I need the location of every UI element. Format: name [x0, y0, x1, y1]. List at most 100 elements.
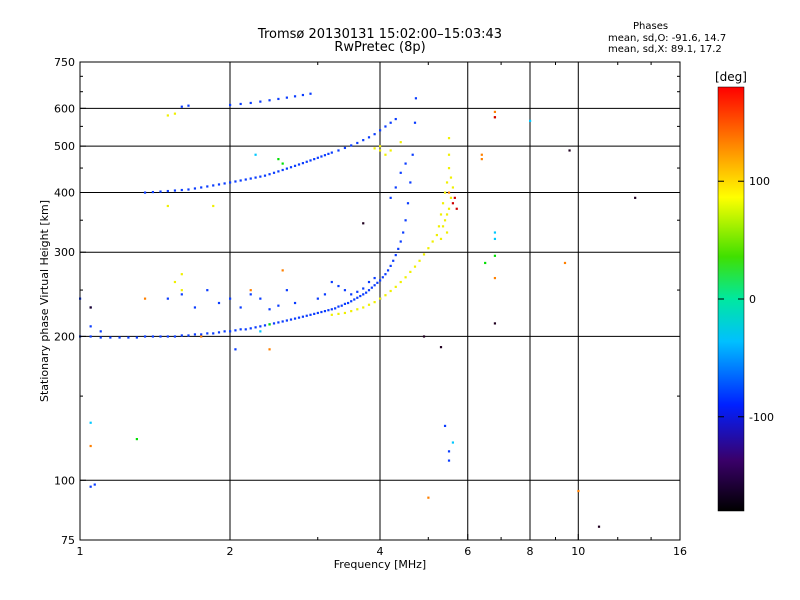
data-point	[316, 311, 319, 315]
data-point	[143, 335, 147, 338]
data-point	[99, 330, 102, 333]
data-point	[277, 170, 280, 173]
data-point	[166, 114, 169, 117]
data-point	[353, 298, 356, 301]
data-point	[99, 336, 102, 339]
data-point	[249, 101, 252, 105]
data-point	[313, 312, 316, 315]
data-point	[293, 301, 297, 305]
data-point	[166, 189, 169, 193]
data-point	[143, 191, 147, 194]
data-point	[447, 207, 451, 210]
data-point	[330, 151, 333, 154]
data-point	[234, 348, 237, 351]
data-point	[362, 139, 365, 142]
data-point	[367, 289, 371, 292]
data-point	[399, 280, 402, 284]
data-point	[340, 304, 343, 307]
data-point	[268, 173, 271, 176]
data-point	[451, 441, 455, 444]
y-tick-label: 750	[54, 56, 75, 69]
data-point	[229, 181, 232, 184]
x-tick-label: 10	[571, 545, 585, 558]
data-point	[356, 141, 359, 145]
data-point	[239, 306, 242, 309]
y-tick-label: 75	[61, 534, 75, 547]
data-point	[277, 158, 280, 161]
data-point	[455, 207, 458, 210]
data-point	[379, 149, 382, 152]
data-point	[89, 421, 92, 424]
data-point	[365, 291, 368, 294]
data-point	[404, 219, 407, 222]
data-point	[173, 189, 177, 192]
data-point	[309, 313, 312, 316]
data-point	[447, 450, 451, 453]
data-point	[263, 324, 267, 327]
data-point	[413, 121, 417, 124]
data-point	[212, 184, 215, 187]
data-point	[597, 525, 601, 528]
data-point	[397, 247, 400, 250]
data-point	[173, 335, 177, 338]
data-point	[217, 183, 221, 186]
data-point	[212, 332, 215, 335]
data-point	[200, 186, 203, 189]
data-point	[151, 190, 155, 194]
data-point	[89, 306, 92, 309]
data-point	[180, 293, 183, 296]
x-tick-label: 2	[227, 545, 234, 558]
data-point	[268, 308, 271, 311]
data-point	[289, 318, 293, 321]
data-point	[217, 301, 221, 305]
data-point	[577, 489, 580, 493]
data-point	[376, 281, 379, 284]
data-point	[439, 346, 443, 349]
data-point	[320, 310, 323, 314]
data-point	[293, 317, 297, 320]
data-point	[239, 179, 242, 182]
data-point	[453, 196, 456, 199]
data-point	[259, 325, 262, 328]
data-point	[568, 149, 571, 152]
data-point	[268, 348, 271, 351]
data-point	[193, 306, 197, 309]
data-point	[244, 178, 247, 181]
data-point	[350, 300, 353, 303]
data-point	[166, 335, 169, 338]
y-tick-label: 600	[54, 102, 75, 115]
data-point	[89, 325, 92, 328]
data-point	[212, 204, 215, 208]
data-point	[135, 336, 138, 339]
data-point	[309, 159, 312, 162]
data-point	[493, 254, 497, 257]
data-point	[402, 231, 405, 234]
data-point	[493, 116, 497, 119]
data-point	[373, 147, 376, 150]
data-point	[406, 202, 410, 205]
data-point	[634, 196, 637, 199]
data-point	[223, 330, 226, 333]
data-point	[320, 155, 323, 158]
data-point	[127, 336, 130, 339]
data-point	[249, 177, 252, 180]
data-point	[373, 276, 376, 280]
x-tick-label: 6	[464, 545, 471, 558]
data-point	[445, 231, 449, 234]
chart-title: Tromsø 20130131 15:02:00–15:03:43	[257, 27, 503, 42]
data-point	[285, 167, 288, 170]
data-point	[445, 181, 449, 184]
data-point	[293, 164, 297, 167]
data-point	[330, 280, 333, 284]
data-point	[350, 144, 353, 147]
data-point	[281, 269, 284, 272]
data-point	[337, 149, 340, 152]
data-point	[399, 240, 402, 243]
data-point	[399, 171, 402, 174]
data-point	[206, 185, 209, 188]
data-point	[449, 176, 453, 179]
data-point	[327, 309, 330, 312]
data-point	[447, 167, 451, 170]
data-point	[263, 174, 267, 177]
data-point	[414, 97, 418, 100]
